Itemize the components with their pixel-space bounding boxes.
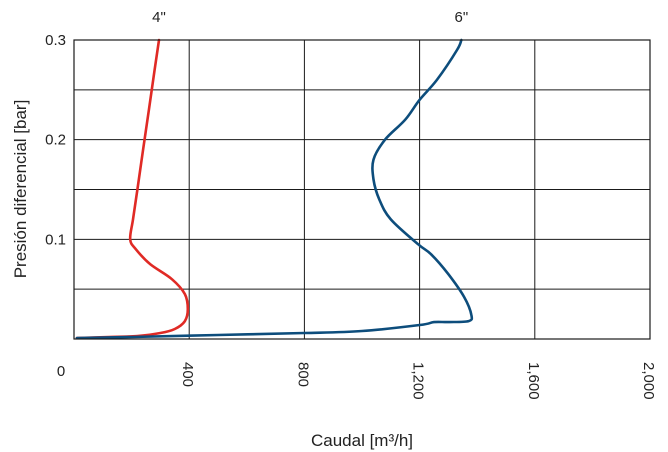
series-label-4in: 4" — [152, 9, 166, 26]
x-tick-label: 2,000 — [640, 362, 657, 400]
y-tick-label: 0.3 — [45, 32, 66, 49]
series-line-6in — [75, 38, 474, 340]
x-tick-label: 800 — [294, 362, 311, 387]
y-tick-label: 0.1 — [45, 231, 66, 248]
y-tick-label: 0.2 — [45, 132, 66, 149]
plot-frame — [73, 39, 651, 340]
x-tick-label: 1,200 — [410, 362, 427, 400]
grid-layer — [74, 40, 650, 339]
x-axis-title: Caudal [m³/h] — [311, 431, 413, 450]
series-line-4in — [75, 38, 190, 340]
label-layer: 4" 6" — [152, 9, 468, 26]
tick-layer: 0.1 0.2 0.3 0 400 800 1,200 1,600 2,000 — [45, 32, 657, 400]
x-tick-label: 400 — [179, 362, 196, 387]
y-axis-title: Presión diferencial [bar] — [11, 100, 30, 279]
series-label-6in: 6" — [455, 9, 469, 26]
x-tick-label: 1,600 — [525, 362, 542, 400]
x-tick-label: 0 — [57, 363, 65, 380]
curve-layer — [75, 38, 474, 340]
